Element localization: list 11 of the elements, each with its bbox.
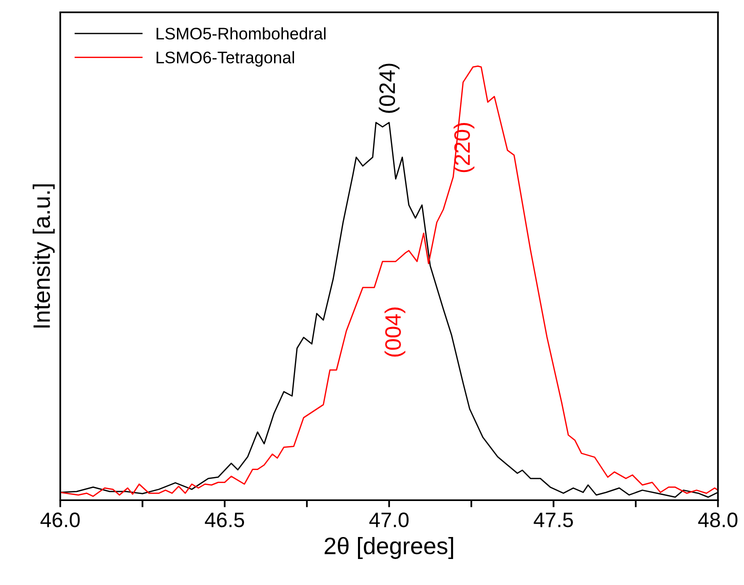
x-tick-label: 46.5 [204, 512, 244, 528]
y-axis-title: Intensity [a.u.] [32, 184, 55, 328]
annotation: (024) [378, 64, 400, 113]
x-tick-label: 47.5 [534, 512, 573, 528]
x-tick-label: 47.0 [369, 512, 409, 528]
legend-label: LSMO5-Rhombohedral [156, 27, 326, 40]
x-tick-label: 46.0 [40, 512, 80, 528]
legend-label: LSMO6-Tetragonal [156, 51, 294, 67]
x-axis-title: 2θ [degrees] [324, 536, 454, 559]
annotation: (004) [384, 308, 406, 357]
x-tick-label: 48.0 [698, 512, 738, 528]
